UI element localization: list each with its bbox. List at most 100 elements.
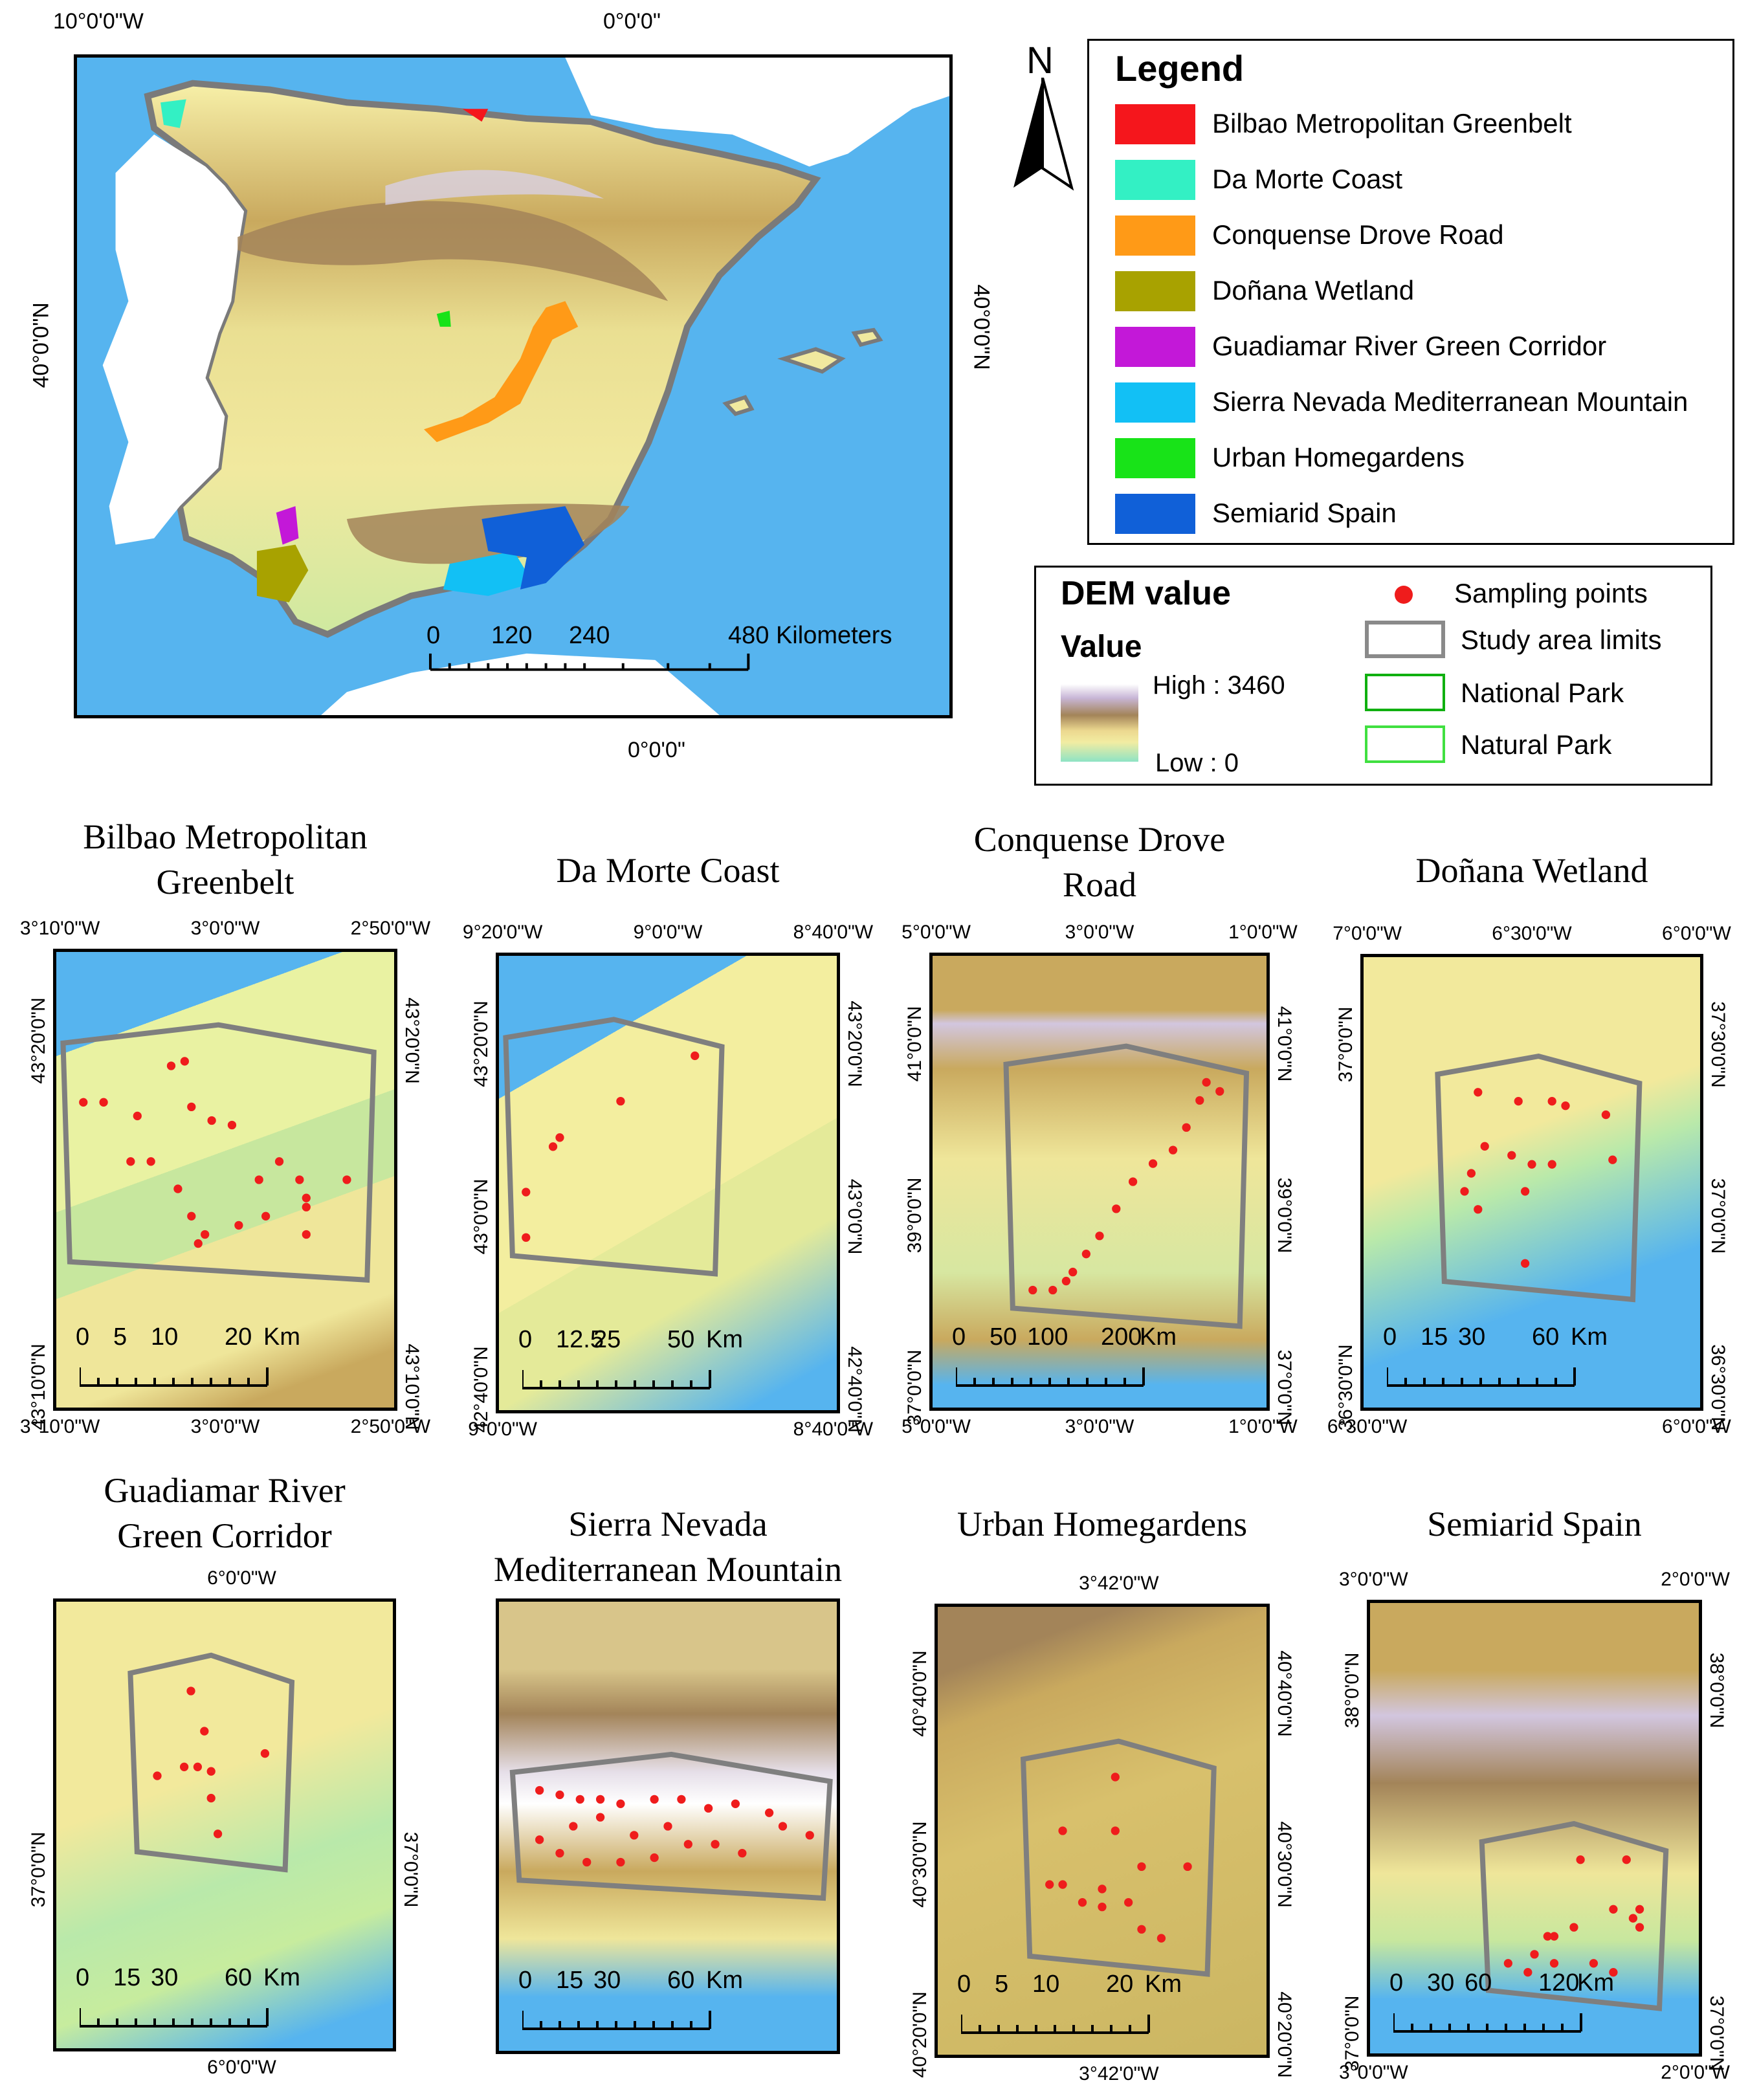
panel-overlay bbox=[1370, 1603, 1699, 2053]
sampling-point bbox=[1068, 1267, 1078, 1277]
sampling-point bbox=[616, 1857, 625, 1867]
panel-coord-label: 43°0'0"N bbox=[470, 1179, 492, 1255]
panel-scale-label: 50 bbox=[990, 1323, 1017, 1351]
panel-overlay bbox=[56, 952, 394, 1408]
panel-coord-label: 3°0'0"W bbox=[1065, 922, 1134, 943]
sampling-point bbox=[1520, 1259, 1530, 1268]
panel-title: Sierra Nevada Mediterranean Mountain bbox=[493, 1505, 843, 1589]
sampling-point bbox=[764, 1808, 774, 1817]
panel-scale-label: 0 bbox=[952, 1323, 966, 1351]
panel-coord-label: 37°30'0"N bbox=[1707, 1001, 1729, 1088]
natural-park-swatch bbox=[1365, 725, 1445, 763]
sampling-point bbox=[1530, 1950, 1539, 1959]
sampling-point bbox=[1549, 1959, 1559, 1968]
panel-coord-label: 40°40'0"N bbox=[1274, 1650, 1295, 1738]
panel-map: 0 15 30 60 Km bbox=[496, 1598, 840, 2054]
sampling-point bbox=[1547, 1097, 1556, 1106]
sampling-point bbox=[187, 1102, 196, 1112]
sampling-point bbox=[213, 1829, 223, 1839]
sampling-point bbox=[187, 1211, 196, 1221]
panel-coord-label: 9°0'0"W bbox=[468, 1419, 537, 1440]
sampling-point bbox=[555, 1133, 564, 1142]
panel-coord-label: 40°20'0"N bbox=[909, 1991, 931, 2078]
sampling-point bbox=[805, 1831, 814, 1840]
dem-national: National Park bbox=[1461, 678, 1624, 708]
legend-swatch bbox=[1115, 160, 1195, 200]
main-right-label: 40°0'0"N bbox=[969, 284, 994, 370]
sampling-point bbox=[79, 1098, 88, 1107]
panel-coord-label: 37°0'0"N bbox=[904, 1349, 925, 1425]
sampling-point bbox=[302, 1193, 311, 1202]
panel-scale-label: Km bbox=[706, 1967, 743, 1994]
panel-coord-label: 7°0'0"W bbox=[1333, 923, 1402, 944]
study-area-urban-homegardens bbox=[436, 311, 451, 327]
north-arrow-icon bbox=[1013, 78, 1074, 191]
sampling-point-icon bbox=[1395, 586, 1413, 604]
sampling-point bbox=[1523, 1968, 1532, 1977]
study-area-outline bbox=[513, 1754, 830, 1898]
sampling-point bbox=[1111, 1826, 1120, 1835]
sampling-point bbox=[1609, 1905, 1618, 1914]
sampling-point bbox=[1474, 1205, 1483, 1214]
sampling-point bbox=[1168, 1145, 1178, 1155]
panel-coord-label: 2°0'0"W bbox=[1661, 1569, 1730, 1590]
sampling-point bbox=[200, 1727, 209, 1736]
dem-legend-box: DEM value Value High : 3460 Low : 0 Samp… bbox=[1034, 566, 1712, 786]
sampling-point bbox=[1569, 1923, 1578, 1932]
sampling-point bbox=[126, 1157, 135, 1166]
panel-coord-label: 3°0'0"W bbox=[190, 1416, 260, 1437]
panel-coord-label: 3°0'0"W bbox=[1338, 2062, 1408, 2083]
panel-coord-label: 2°50'0"W bbox=[350, 918, 431, 939]
study-area-outline bbox=[1482, 1824, 1666, 2008]
panel-scale-label: 5 bbox=[995, 1971, 1009, 1998]
main-left-label: 40°0'0"N bbox=[28, 302, 54, 388]
panel-scale-label: Km bbox=[1145, 1971, 1182, 1998]
sampling-point bbox=[1576, 1855, 1585, 1864]
panel-coord-label: 38°0'0"N bbox=[1706, 1652, 1727, 1729]
sampling-point bbox=[738, 1848, 747, 1858]
main-scale-120: 120 bbox=[491, 622, 533, 649]
sampling-point bbox=[207, 1116, 216, 1125]
legend-item-label: Guadiamar River Green Corridor bbox=[1212, 331, 1607, 361]
panel-map: 0 12.5 25 50 Km bbox=[496, 953, 840, 1413]
legend-swatch bbox=[1115, 438, 1195, 478]
study-area-semiarid bbox=[481, 506, 585, 590]
study-area-bilbao bbox=[462, 109, 489, 122]
panel-coord-label: 39°0'0"N bbox=[904, 1177, 925, 1254]
panel-title: Guadiamar River Green Corridor bbox=[104, 1471, 346, 1555]
panel-scale-label: 0 bbox=[76, 1323, 90, 1351]
panel-coord-label: 41°0'0"N bbox=[1274, 1006, 1295, 1081]
panel-scale-label: 15 bbox=[113, 1964, 141, 1991]
sampling-point bbox=[630, 1831, 639, 1840]
sampling-point bbox=[1543, 1932, 1552, 1941]
panel-scale-label: Km bbox=[1577, 1969, 1614, 1996]
dem-natural: Natural Park bbox=[1461, 729, 1612, 760]
study-area-outline bbox=[505, 1019, 722, 1274]
panel-overlay bbox=[499, 956, 837, 1410]
panel-scale-label: 20 bbox=[225, 1323, 252, 1351]
panel-coord-label: 6°0'0"W bbox=[207, 2057, 276, 2078]
panel-coord-label: 37°0'0"N bbox=[1335, 1006, 1356, 1083]
sampling-point bbox=[1549, 1932, 1559, 1941]
sampling-point bbox=[1098, 1884, 1107, 1894]
panel-coord-label: 43°20'0"N bbox=[844, 1000, 865, 1088]
study-area-outline bbox=[1437, 1056, 1639, 1299]
north-letter: N bbox=[1026, 39, 1054, 82]
sampling-point bbox=[274, 1157, 284, 1166]
sampling-point bbox=[1466, 1169, 1476, 1178]
panel-coord-label: 3°0'0"W bbox=[1338, 1569, 1408, 1590]
study-area-outline bbox=[1023, 1741, 1214, 1974]
panel-coord-label: 37°0'0"N bbox=[28, 1831, 49, 1908]
sampling-point bbox=[1098, 1902, 1107, 1912]
study-area-outline bbox=[130, 1655, 292, 1870]
sampling-point bbox=[711, 1840, 720, 1849]
study-area-donana bbox=[256, 544, 309, 602]
ibiza bbox=[722, 395, 755, 416]
panel-title: Da Morte Coast bbox=[556, 851, 780, 890]
panel-coord-label: 37°0'0"N bbox=[1342, 1995, 1363, 2072]
sampling-point bbox=[206, 1793, 216, 1803]
sampling-point bbox=[1561, 1101, 1570, 1111]
sampling-point bbox=[261, 1211, 271, 1221]
legend-item-label: Semiarid Spain bbox=[1212, 498, 1397, 528]
sampling-point bbox=[1124, 1898, 1133, 1907]
